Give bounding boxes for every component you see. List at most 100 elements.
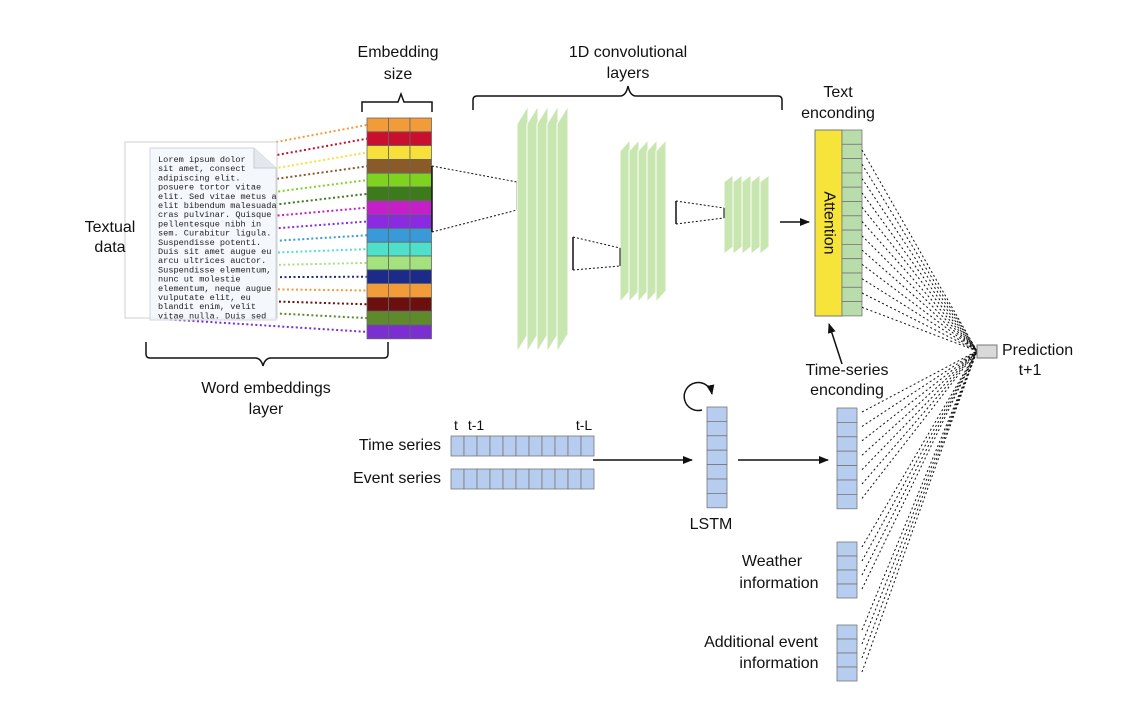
prediction-label-1: Prediction <box>1002 342 1073 359</box>
conv-feature-map <box>526 104 539 354</box>
series-cell <box>476 468 491 490</box>
conv-projection-lines <box>572 200 725 271</box>
lstm-cell <box>706 406 728 422</box>
embedding-cell <box>366 131 389 147</box>
embedding-matrix <box>366 117 432 340</box>
document-line: Duis sit amet augue eu <box>158 247 271 257</box>
fan-in-line <box>861 350 978 442</box>
text-encoding-cell <box>841 272 863 288</box>
embedding-cell <box>366 186 389 202</box>
attention-block: Attention <box>814 129 843 317</box>
fan-in-line <box>861 164 978 352</box>
additional-label-1: Additional event <box>704 634 818 651</box>
embedding-cell <box>366 158 389 174</box>
conv-feature-map <box>750 173 761 256</box>
series-cell <box>541 468 556 490</box>
textual-data-label-2: data <box>94 239 125 256</box>
fan-in-line <box>861 264 978 352</box>
embedding-cell <box>388 255 411 271</box>
attention-label: Attention <box>820 191 837 254</box>
vector-cell <box>836 624 858 640</box>
series-cell <box>476 435 491 457</box>
text-encoding-cell <box>841 172 863 188</box>
fan-in-line <box>861 292 978 352</box>
embedding-cell <box>409 214 432 229</box>
embedding-cell <box>366 145 389 160</box>
vector-cell <box>836 465 858 481</box>
lstm-block <box>706 406 728 509</box>
embedding-cell <box>388 172 411 188</box>
embedding-cell <box>388 214 411 229</box>
weather-label-1: Weather <box>742 553 803 570</box>
conv-feature-map <box>556 104 569 354</box>
embedding-cell <box>388 131 411 147</box>
embedding-cell <box>388 145 411 160</box>
document-line: adipiscing elit. <box>158 173 241 183</box>
embedding-cell <box>409 310 432 326</box>
word-embeddings-brace <box>145 342 389 367</box>
series-cell <box>528 468 543 490</box>
fan-in-line <box>861 149 978 352</box>
fan-in-line <box>861 249 978 352</box>
embedding-cell <box>388 158 411 174</box>
text-encoding-cell <box>841 243 863 260</box>
embedding-cell <box>388 241 411 257</box>
embedding-cell <box>409 324 432 340</box>
embedding-cell <box>366 172 389 188</box>
lstm-label: LSTM <box>690 516 733 533</box>
embedding-cell <box>409 200 432 216</box>
prediction-fan-in-lines <box>861 149 978 673</box>
text-encoding-cell <box>841 143 863 160</box>
ts-encoding-label-1: Time-series <box>806 362 889 379</box>
lstm-cell <box>706 420 728 437</box>
text-encoding-label-1: Text <box>823 84 853 101</box>
embedding-cell <box>409 241 432 257</box>
series-cell <box>450 435 465 457</box>
vector-cell <box>836 569 858 585</box>
input-series-rows <box>450 435 595 490</box>
text-encoding-cell <box>841 158 863 174</box>
embedding-cell <box>366 227 389 243</box>
document-line: elit bibendum malesuada <box>158 201 277 211</box>
fan-in-line <box>861 192 978 352</box>
series-cell <box>580 435 595 457</box>
conv-feature-map <box>759 173 770 256</box>
lstm-cell <box>706 449 728 466</box>
fan-in-line <box>861 350 978 562</box>
tick-tl-label: t-L <box>576 417 593 433</box>
fan-in-line <box>861 350 978 456</box>
embedding-cell <box>366 296 389 312</box>
prediction-box <box>976 344 998 359</box>
series-cell <box>515 435 530 457</box>
vector-cell <box>836 541 858 557</box>
fan-in-line <box>861 350 978 673</box>
embedding-to-conv-projection <box>431 165 518 233</box>
vector-cell <box>836 479 858 495</box>
series-cell <box>502 468 517 490</box>
conv-layers-label-1: 1D convolutional <box>569 44 687 61</box>
embedding-cell <box>409 227 432 243</box>
series-cell <box>554 468 569 490</box>
document-line: elit. Sed vitae metus a <box>158 192 277 202</box>
embedding-cell <box>366 117 389 133</box>
textual-data-label-1: Textual <box>85 219 136 236</box>
embedding-cell <box>409 283 432 298</box>
embedding-cell <box>388 296 411 312</box>
embedding-cell <box>388 283 411 298</box>
text-encoding-cell <box>841 229 863 245</box>
document-line: posuere tortor vitae <box>158 183 261 193</box>
text-encoding-cell <box>841 215 863 231</box>
fan-in-line <box>861 350 978 427</box>
series-cell <box>463 435 478 457</box>
document-line: blandit enim, velit <box>158 302 256 312</box>
embedding-cell <box>366 310 389 326</box>
text-encoding-cell <box>841 201 863 217</box>
embedding-connector <box>189 151 368 184</box>
fan-in-line <box>861 350 978 590</box>
series-cell <box>567 435 582 457</box>
embedding-size-label-2: size <box>384 66 413 83</box>
lstm-cell <box>706 492 728 509</box>
